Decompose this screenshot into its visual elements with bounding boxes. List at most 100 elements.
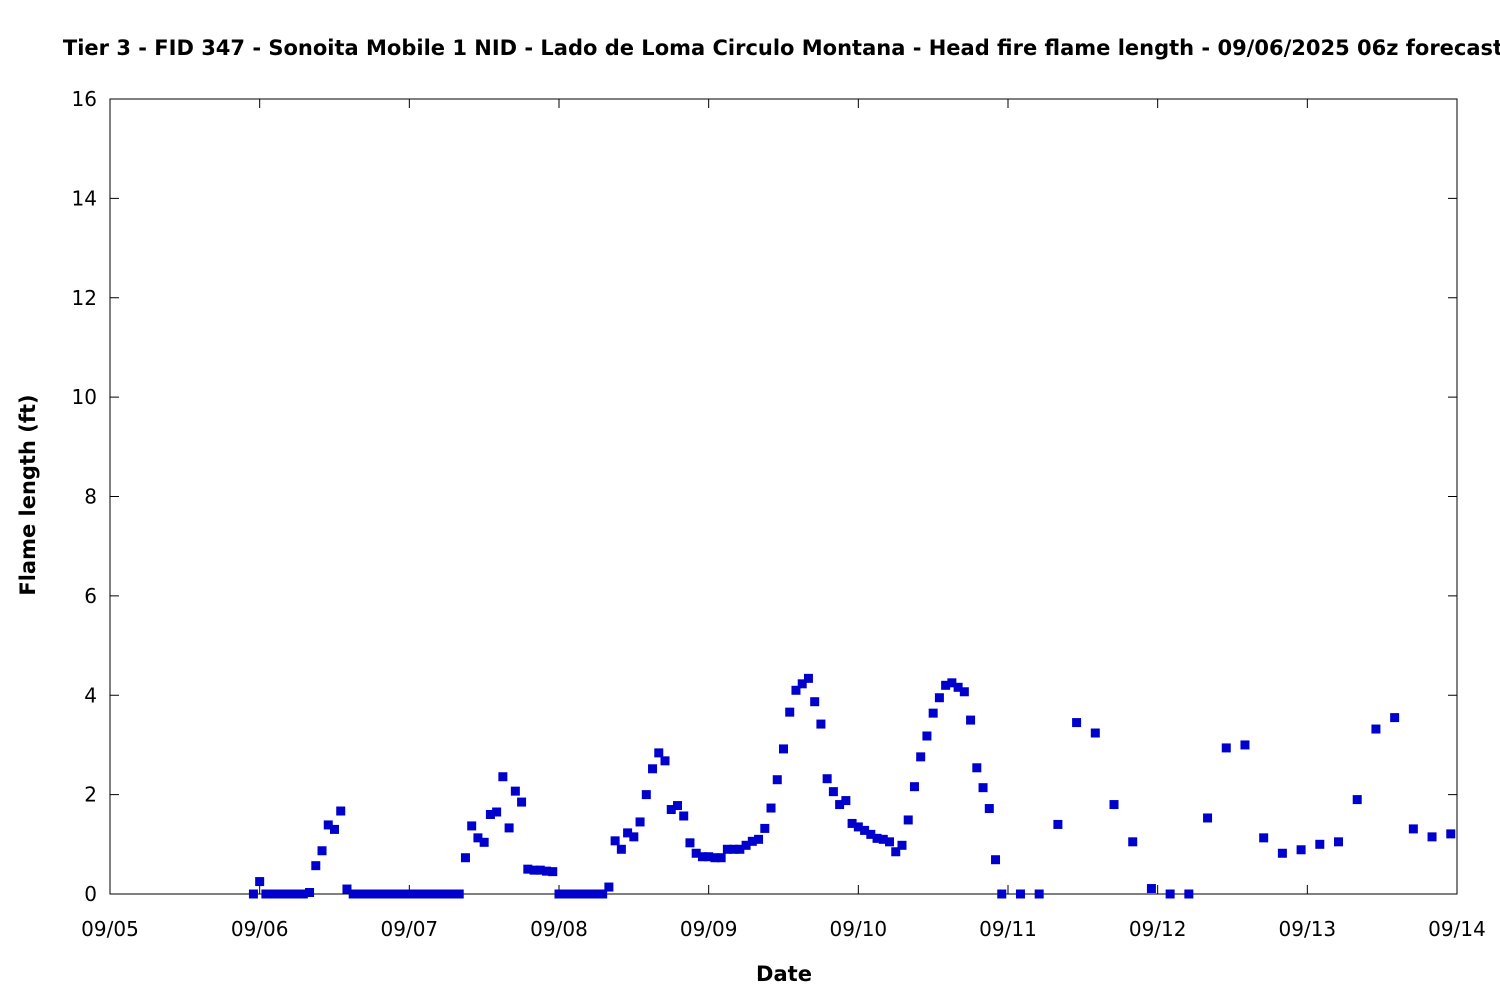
data-point bbox=[710, 853, 720, 863]
x-tick-label: 09/06 bbox=[231, 917, 289, 941]
data-point bbox=[473, 833, 483, 843]
data-point bbox=[885, 837, 895, 847]
data-point bbox=[835, 800, 845, 810]
data-point bbox=[741, 840, 751, 850]
data-point bbox=[648, 764, 658, 774]
data-point bbox=[822, 774, 832, 784]
y-tick-label: 10 bbox=[72, 385, 97, 409]
data-point bbox=[791, 685, 801, 695]
data-point bbox=[635, 817, 645, 827]
data-point bbox=[654, 748, 664, 758]
data-point bbox=[735, 844, 745, 854]
data-point bbox=[616, 844, 626, 854]
data-point bbox=[610, 836, 620, 846]
data-point bbox=[660, 756, 670, 766]
data-point bbox=[947, 678, 957, 688]
data-point bbox=[878, 834, 888, 844]
data-point bbox=[984, 804, 994, 814]
data-point bbox=[909, 782, 919, 792]
data-point bbox=[903, 815, 913, 825]
data-point bbox=[398, 889, 408, 899]
data-point bbox=[404, 889, 414, 899]
data-point bbox=[685, 838, 695, 848]
data-point bbox=[1090, 728, 1100, 738]
x-tick-label: 09/05 bbox=[81, 917, 139, 941]
y-tick-label: 0 bbox=[84, 882, 97, 906]
data-point bbox=[479, 837, 489, 847]
data-point bbox=[797, 679, 807, 689]
chart-title: Tier 3 - FID 347 - Sonoita Mobile 1 NID … bbox=[62, 36, 1500, 60]
data-point bbox=[672, 801, 682, 811]
data-point bbox=[1034, 889, 1044, 899]
data-point bbox=[623, 828, 633, 838]
data-point bbox=[959, 687, 969, 697]
data-point bbox=[460, 853, 470, 863]
data-point bbox=[704, 852, 714, 862]
data-point bbox=[317, 846, 327, 856]
x-tick-label: 09/09 bbox=[680, 917, 738, 941]
data-point bbox=[972, 763, 982, 773]
data-point bbox=[566, 889, 576, 899]
data-point bbox=[604, 882, 614, 892]
data-point bbox=[1446, 829, 1456, 839]
plot-border bbox=[109, 98, 1458, 895]
data-point bbox=[872, 833, 882, 843]
data-point bbox=[1053, 819, 1063, 829]
data-point bbox=[485, 810, 495, 819]
data-point bbox=[579, 889, 589, 899]
y-tick-label: 14 bbox=[72, 186, 97, 210]
data-point bbox=[348, 889, 358, 899]
data-point bbox=[423, 889, 433, 899]
data-point bbox=[991, 855, 1001, 865]
data-point bbox=[966, 715, 976, 725]
data-point bbox=[379, 889, 389, 899]
data-point bbox=[510, 786, 520, 796]
data-point bbox=[1203, 813, 1213, 823]
data-point bbox=[641, 790, 651, 800]
data-point bbox=[267, 889, 277, 899]
data-point bbox=[978, 783, 988, 793]
data-point bbox=[1184, 889, 1194, 899]
data-point bbox=[417, 889, 427, 899]
data-point bbox=[953, 682, 963, 692]
y-tick-label: 12 bbox=[72, 286, 97, 310]
x-tick-label: 09/10 bbox=[830, 917, 888, 941]
data-point bbox=[1390, 713, 1400, 723]
data-point bbox=[1277, 848, 1287, 858]
data-point bbox=[560, 889, 570, 899]
data-point bbox=[1240, 740, 1250, 750]
data-point bbox=[754, 834, 764, 844]
data-point bbox=[292, 889, 302, 899]
data-point bbox=[860, 825, 870, 835]
data-point bbox=[697, 852, 707, 862]
y-tick-label: 8 bbox=[84, 485, 97, 509]
data-point bbox=[766, 803, 776, 813]
data-point bbox=[367, 889, 377, 899]
data-point bbox=[1334, 837, 1344, 847]
x-tick-label: 09/13 bbox=[1279, 917, 1337, 941]
data-point bbox=[897, 840, 907, 850]
data-point bbox=[1315, 839, 1325, 849]
data-point bbox=[853, 822, 863, 832]
data-point bbox=[305, 888, 315, 898]
data-point bbox=[373, 889, 383, 899]
data-point bbox=[1352, 795, 1362, 805]
data-point bbox=[816, 719, 826, 729]
data-point bbox=[847, 818, 857, 828]
data-point bbox=[298, 889, 308, 899]
data-point bbox=[354, 889, 364, 899]
data-point bbox=[548, 867, 558, 877]
y-tick-label: 6 bbox=[84, 584, 97, 608]
x-tick-label: 09/12 bbox=[1129, 917, 1187, 941]
data-point bbox=[273, 889, 283, 899]
data-point bbox=[535, 865, 545, 875]
data-point bbox=[336, 806, 346, 816]
data-point bbox=[1296, 845, 1306, 855]
x-tick-label: 09/08 bbox=[530, 917, 588, 941]
data-point bbox=[928, 708, 938, 718]
data-point bbox=[1072, 718, 1082, 728]
data-point bbox=[772, 775, 782, 785]
data-point bbox=[760, 823, 770, 833]
